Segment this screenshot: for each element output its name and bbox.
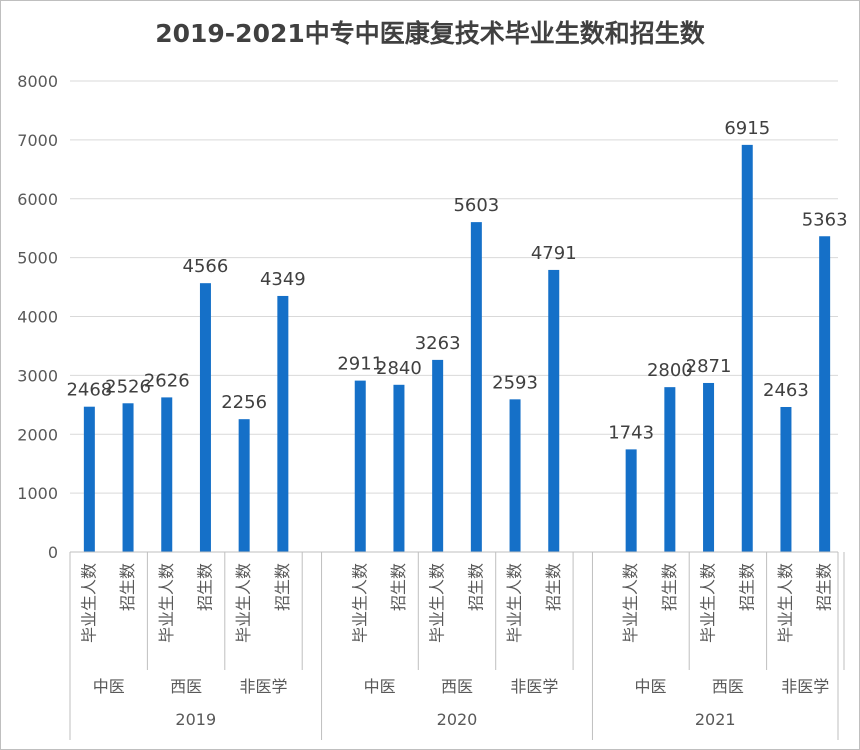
bar xyxy=(199,283,211,552)
data-label: 2800 xyxy=(647,360,693,381)
data-label: 5363 xyxy=(802,209,848,230)
category-label: 毕业生人数 xyxy=(428,563,447,643)
category-label: 招生数 xyxy=(815,563,834,611)
category-label: 毕业生人数 xyxy=(234,563,253,643)
y-tick-label: 5000 xyxy=(17,249,58,268)
data-label: 4791 xyxy=(531,243,577,264)
data-label: 2593 xyxy=(492,372,538,393)
bar xyxy=(393,384,405,552)
category-label: 招生数 xyxy=(544,563,563,611)
data-label: 4349 xyxy=(260,269,306,290)
bar xyxy=(238,419,250,552)
y-tick-label: 8000 xyxy=(17,72,58,91)
category-label: 招生数 xyxy=(118,563,137,611)
category-label: 招生数 xyxy=(195,563,214,611)
subgroup-label: 非医学 xyxy=(510,677,558,696)
data-label: 5603 xyxy=(453,195,499,216)
category-label: 毕业生人数 xyxy=(157,563,176,643)
y-tick-label: 6000 xyxy=(17,190,58,209)
category-label: 毕业生人数 xyxy=(505,563,524,643)
subgroup-label: 中医 xyxy=(364,677,396,696)
data-label: 2256 xyxy=(221,392,267,413)
category-label: 毕业生人数 xyxy=(621,563,640,643)
data-label: 2840 xyxy=(376,358,422,379)
bar xyxy=(703,382,715,552)
category-label: 招生数 xyxy=(389,563,408,611)
subgroup-label: 西医 xyxy=(441,677,473,696)
y-tick-label: 3000 xyxy=(17,366,58,385)
bar xyxy=(122,403,134,552)
data-label: 3263 xyxy=(415,333,461,354)
data-label: 2626 xyxy=(144,370,190,391)
y-tick-label: 4000 xyxy=(17,308,58,327)
data-label: 2871 xyxy=(686,356,732,377)
category-label: 招生数 xyxy=(466,563,485,611)
bar xyxy=(277,295,289,552)
bar xyxy=(780,406,792,552)
year-label: 2021 xyxy=(695,710,736,729)
bar xyxy=(664,387,676,552)
data-label: 6915 xyxy=(724,118,770,139)
subgroup-label: 非医学 xyxy=(781,677,829,696)
category-label: 毕业生人数 xyxy=(350,563,369,643)
bar xyxy=(819,236,831,553)
year-label: 2020 xyxy=(437,710,478,729)
bar xyxy=(741,144,753,552)
subgroup-label: 中医 xyxy=(93,677,125,696)
data-label: 2526 xyxy=(105,376,151,397)
category-label: 毕业生人数 xyxy=(699,563,718,643)
bar xyxy=(470,222,482,552)
category-label: 招生数 xyxy=(737,563,756,611)
data-label: 1743 xyxy=(608,422,654,443)
data-label: 2468 xyxy=(66,380,112,401)
year-label: 2019 xyxy=(175,710,216,729)
chart-title: 2019-2021中专中医康复技术毕业生数和招生数 xyxy=(155,19,705,48)
category-label: 毕业生人数 xyxy=(776,563,795,643)
bar xyxy=(161,397,173,552)
y-tick-label: 1000 xyxy=(17,484,58,503)
subgroup-label: 西医 xyxy=(170,677,202,696)
y-tick-label: 2000 xyxy=(17,425,58,444)
data-label: 2911 xyxy=(337,354,383,375)
subgroup-label: 非医学 xyxy=(239,677,287,696)
category-label: 招生数 xyxy=(660,563,679,611)
bar xyxy=(509,399,521,552)
bar xyxy=(83,406,95,552)
bar xyxy=(354,380,366,552)
y-tick-label: 7000 xyxy=(17,131,58,150)
category-label: 招生数 xyxy=(273,563,292,611)
subgroup-label: 中医 xyxy=(634,677,666,696)
data-label: 4566 xyxy=(183,256,229,277)
data-label: 2463 xyxy=(763,380,809,401)
y-tick-label: 0 xyxy=(48,543,58,562)
subgroup-label: 西医 xyxy=(712,677,744,696)
bar xyxy=(548,269,560,552)
category-label: 毕业生人数 xyxy=(79,563,98,643)
bar xyxy=(625,449,637,552)
bar xyxy=(432,359,444,552)
